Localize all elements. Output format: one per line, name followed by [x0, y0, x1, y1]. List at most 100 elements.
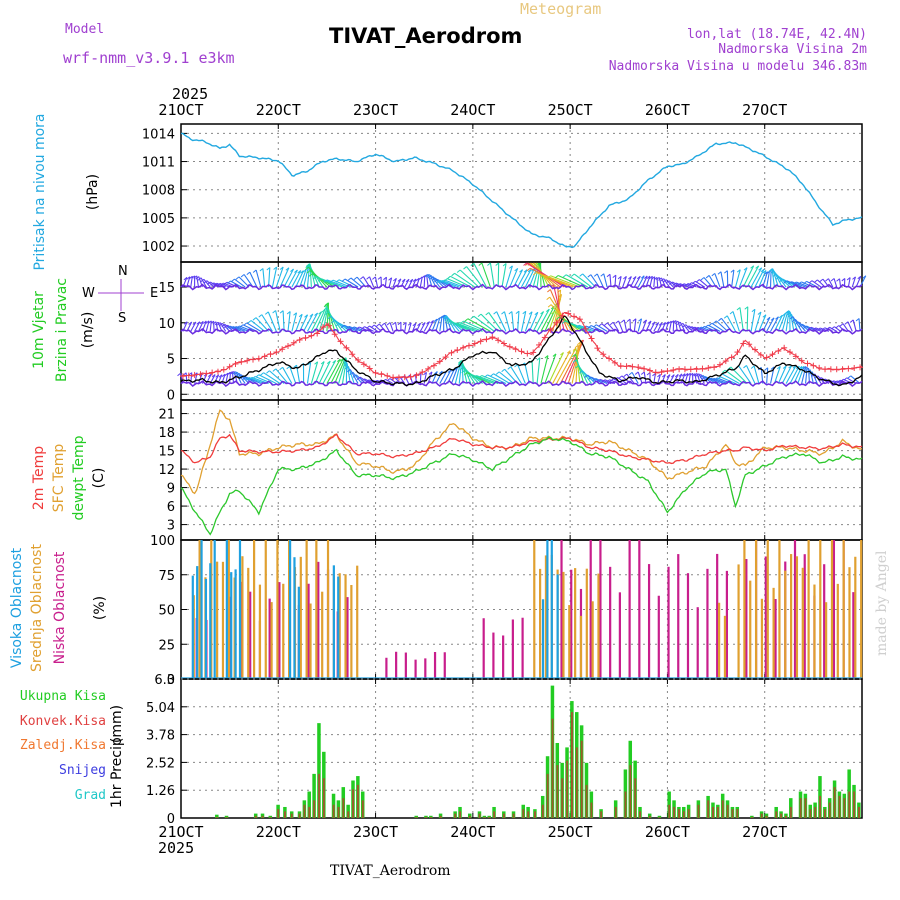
wind-arrow-head: [760, 268, 765, 273]
wind-arrow: [498, 371, 515, 384]
ytick-label: 10: [158, 317, 175, 332]
wind-arrow-head: [638, 318, 642, 322]
wind-arrow: [454, 272, 476, 288]
wind-arrow: [720, 271, 725, 288]
wind-arrow-head: [279, 366, 283, 371]
wind-arrow: [754, 268, 765, 288]
cloud-mid-bar: [574, 568, 577, 679]
wind-arrow: [246, 322, 262, 332]
wind-arrow-head: [691, 280, 696, 285]
wind-arrow-head: [365, 379, 370, 383]
wind-arrow-head: [600, 273, 605, 277]
wind-arrow-head: [812, 327, 816, 331]
wind-arrow-head: [227, 280, 231, 284]
wind-arrow-head: [772, 273, 777, 277]
precip-units: (mm): [109, 705, 125, 743]
wind-arrow-head: [679, 322, 684, 327]
wind-arrow-head: [456, 269, 461, 273]
wind-arrow: [582, 273, 596, 288]
cloud-panel: 0 25 50 75 100: [150, 534, 863, 688]
wind-arrow: [200, 277, 207, 288]
wind-arrow: [321, 278, 343, 288]
wind-arrow: [575, 345, 579, 384]
wind-arrow-head: [199, 320, 204, 325]
wind-arrow: [777, 313, 786, 332]
cloud-low-bar: [618, 592, 621, 679]
wind-arrow-head: [556, 316, 560, 320]
wind-arrow: [552, 350, 571, 384]
wind-arrow-head: [545, 308, 550, 313]
cloud-low-bar: [433, 651, 437, 679]
wind-arrow: [509, 268, 519, 288]
wind-arrow-head: [757, 311, 762, 315]
top-date-label: 22OCT: [256, 101, 301, 119]
wind-arrow-head: [697, 374, 702, 378]
cloud-high-bar: [191, 575, 194, 679]
precip-conv-bar: [639, 811, 642, 818]
cloud-mid-bar: [356, 565, 359, 679]
wind-arrow-head: [350, 326, 355, 330]
precip-conv-bar: [551, 718, 554, 818]
wind-arrow-head: [707, 377, 712, 382]
wind-arrow-head: [240, 274, 245, 278]
wind-arrow: [306, 265, 311, 288]
wind-arrow: [637, 371, 643, 384]
top-date-label: 23OCT: [353, 101, 398, 119]
wind-arrow-head: [852, 276, 856, 280]
wind-arrow: [738, 267, 748, 288]
wind-arrow: [520, 311, 527, 332]
footer-station: TIVAT_Aerodrom: [330, 863, 451, 879]
wind-arrow-head: [572, 347, 577, 351]
wind-arrow-head: [231, 278, 235, 282]
wind-arrow-head: [443, 316, 448, 320]
wind-arrow: [435, 317, 441, 332]
wind-arrow-head: [688, 326, 692, 330]
wind-arrow-head: [713, 320, 717, 324]
cloud-low-bar: [628, 540, 631, 679]
cloud-low-bar: [803, 554, 806, 679]
wind-arrow-head: [704, 324, 709, 328]
precip-conv-bar: [225, 816, 228, 818]
precip-conv-bar: [318, 773, 320, 818]
cloud-high-bar: [337, 576, 340, 679]
wind-arrow-head: [293, 312, 297, 316]
wind-arrow: [846, 377, 857, 385]
wind-arrow-head: [588, 376, 592, 380]
wind-arrow-head: [407, 322, 412, 326]
wind-arrow-head: [232, 371, 237, 375]
cloud-low-bar: [764, 556, 767, 679]
wind-arrow-head: [259, 268, 264, 272]
wind-arrow: [858, 318, 861, 332]
wind-arrow: [341, 358, 348, 384]
precip-conv-bar: [478, 813, 481, 818]
wind-arrow: [715, 320, 729, 332]
cloud-high-bar: [541, 599, 545, 679]
wind-arrow-head: [392, 321, 396, 326]
wind-arrow-head: [826, 326, 830, 331]
wind-arrow: [369, 325, 378, 332]
ytick-label: 9: [167, 482, 175, 497]
wind-arrow-head: [456, 322, 460, 326]
wind-arrow: [682, 322, 690, 332]
wind-arrow-head: [699, 375, 704, 379]
wind-arrow: [521, 269, 532, 288]
wind-arrow-head: [376, 323, 380, 327]
ytick-label: 1.26: [146, 784, 175, 799]
wind-arrow: [618, 276, 622, 288]
wind-arrow-head: [649, 275, 653, 280]
precip-conv-bar: [254, 815, 257, 818]
wind-arrow-head: [700, 277, 705, 281]
wind-arrow: [773, 366, 781, 384]
compass-w: W: [82, 286, 95, 301]
wind-arrow-head: [427, 275, 432, 279]
wind-arrow: [526, 262, 565, 288]
ytick-label: 15: [158, 281, 175, 296]
wind-arrow: [505, 265, 513, 288]
wind-arrow-head: [593, 273, 598, 277]
legend-grad: Grad: [75, 788, 106, 803]
wind-arrow-head: [577, 341, 581, 346]
wind-arrow: [758, 314, 767, 332]
wind-arrow-head: [562, 274, 567, 278]
wind-arrow-head: [750, 365, 755, 369]
wind-arrow: [385, 378, 394, 385]
